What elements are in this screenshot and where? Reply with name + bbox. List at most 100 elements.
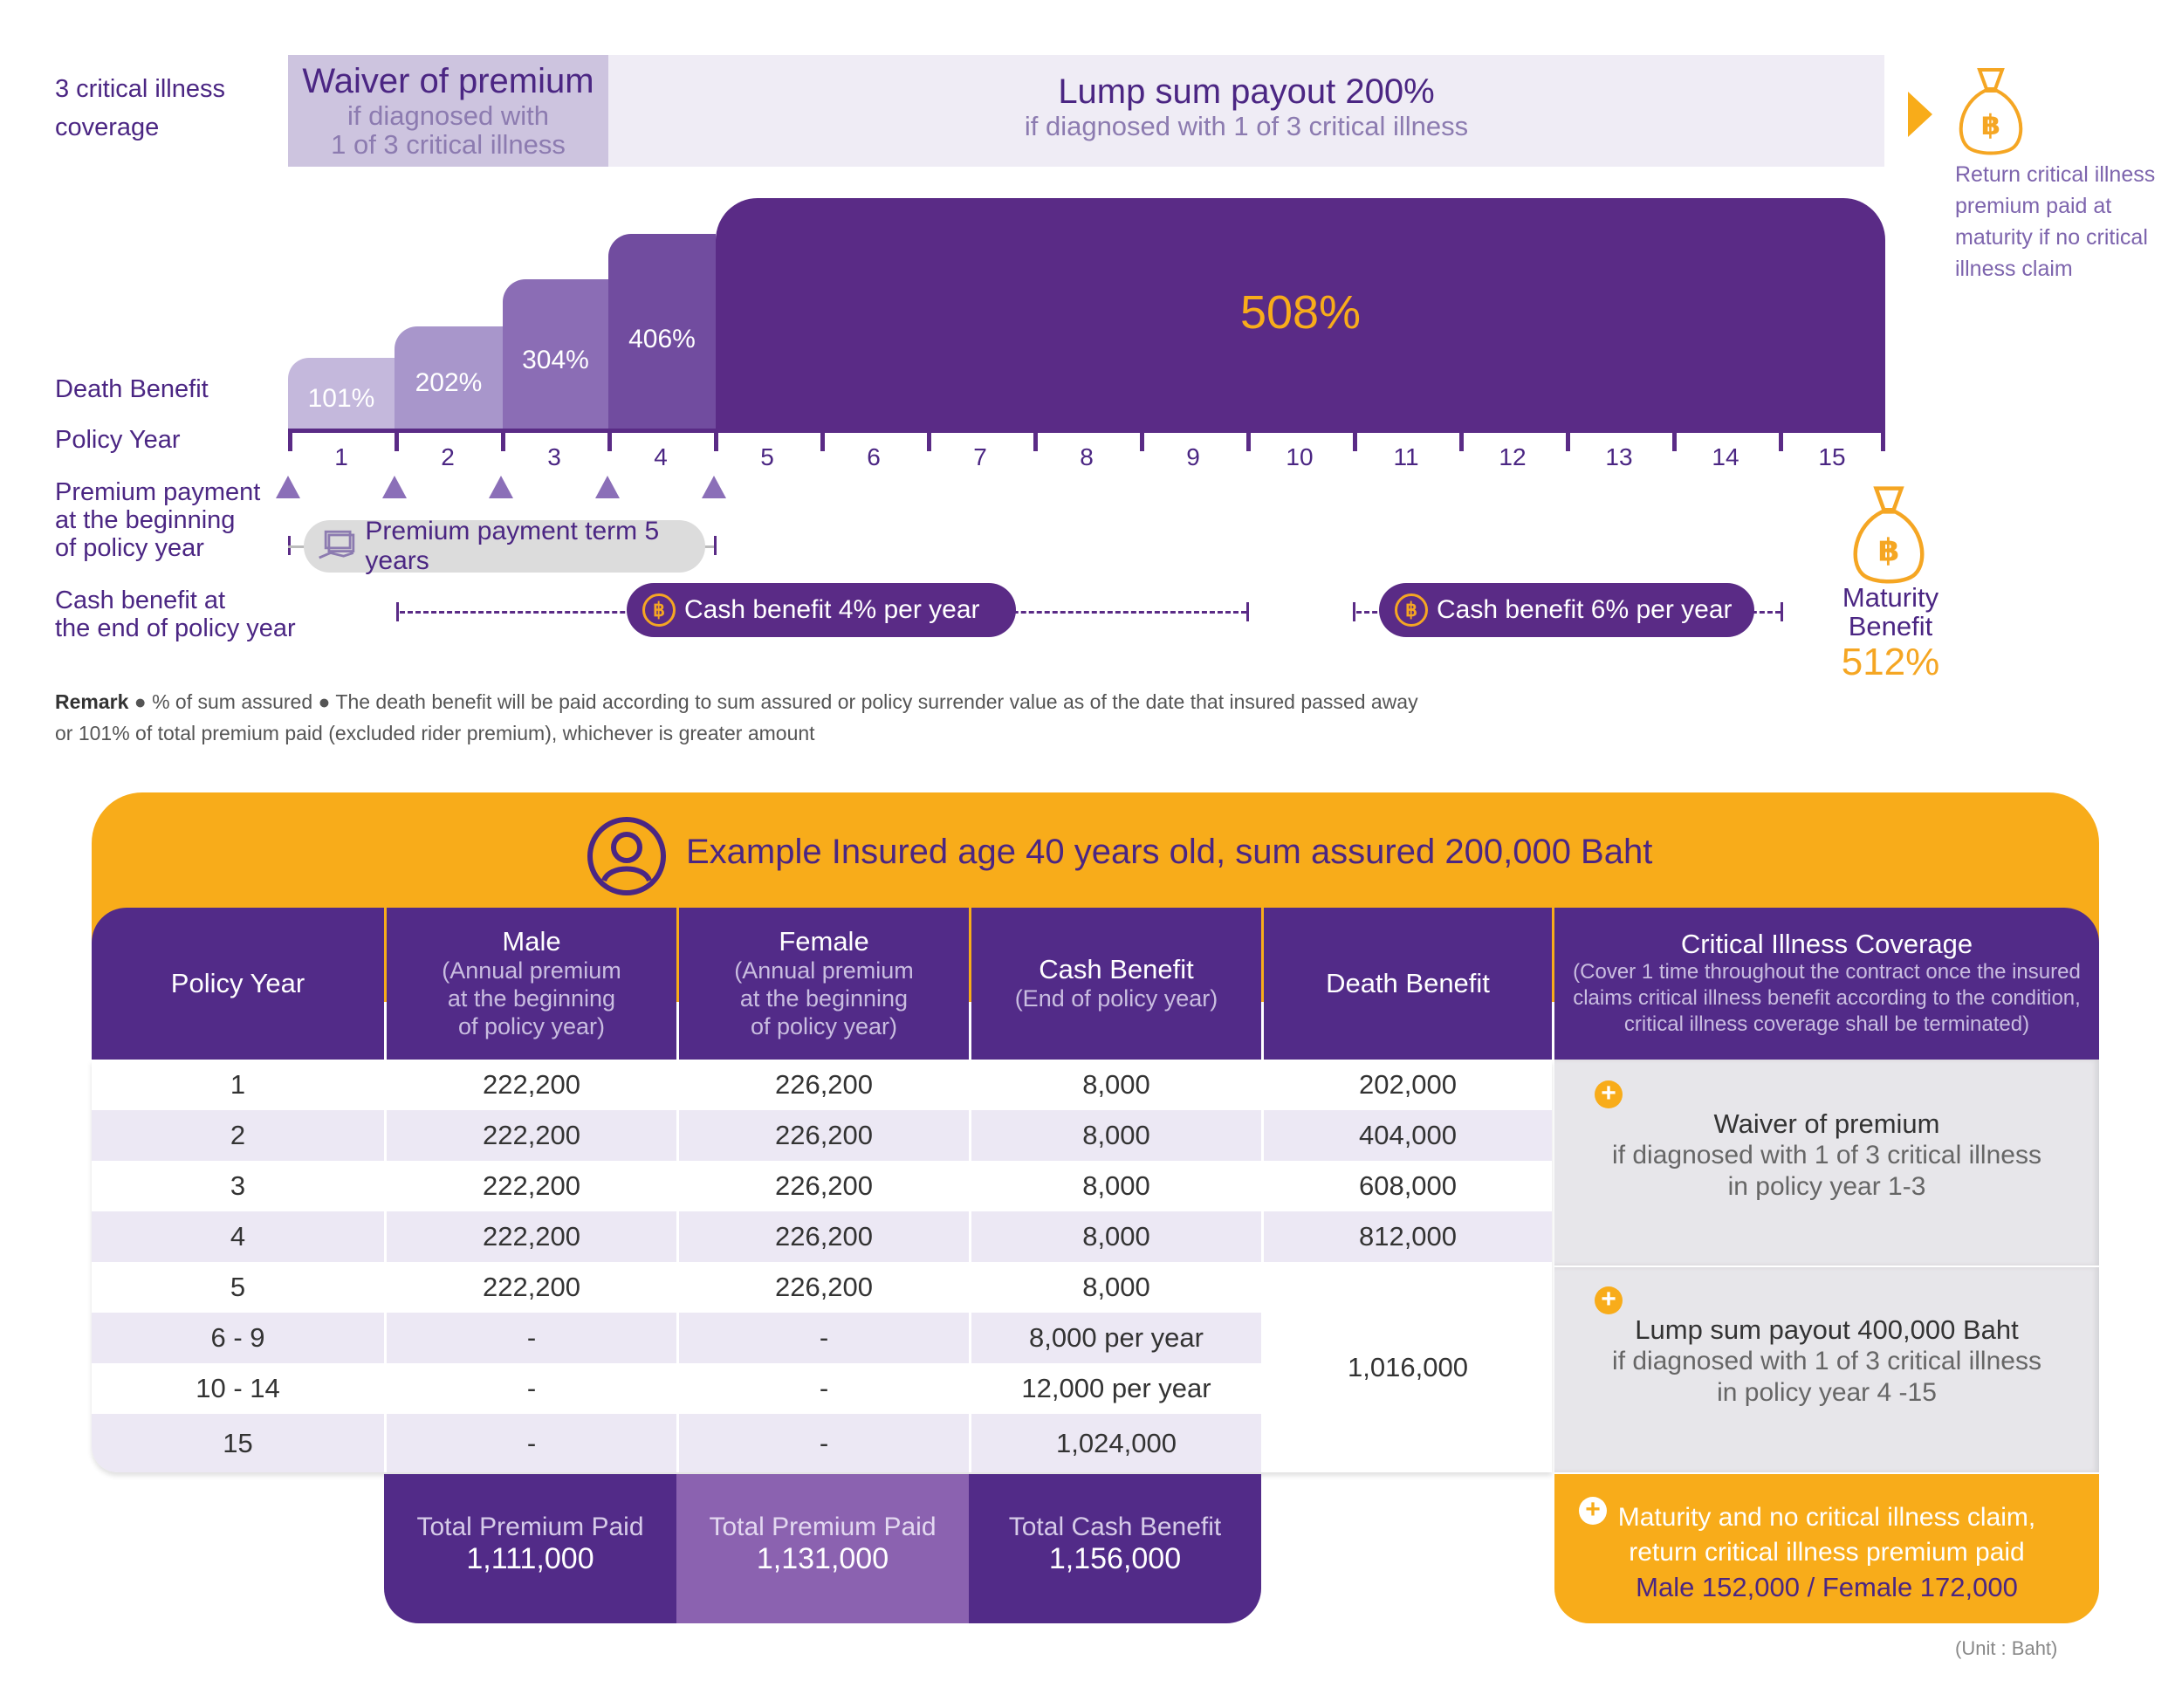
- table-cell-female: -: [819, 1373, 829, 1403]
- waiver-of-premium-band: Waiver of premium if diagnosed with 1 of…: [288, 55, 608, 167]
- premium-payment-marker: [276, 476, 300, 498]
- header-crit-text: Critical Illness Coverage: [1680, 929, 1973, 959]
- table-cell-cash: 8,000: [971, 1110, 1261, 1161]
- header-female: Female (Annual premium at the beginning …: [679, 908, 969, 1060]
- table-cell-cash: 8,000: [1082, 1069, 1150, 1100]
- premium-payment-marker: [489, 476, 513, 498]
- premium-term-pill: Premium payment term 5 years: [304, 517, 705, 575]
- axis-tick: [1140, 429, 1144, 451]
- table-cell-year: 1: [230, 1069, 246, 1100]
- table-cell-male: 222,200: [387, 1110, 676, 1161]
- axis-tick: [820, 429, 825, 451]
- policy-year-number: 5: [760, 443, 774, 470]
- table-cell-cash: 8,000: [971, 1211, 1261, 1262]
- header-critical-illness: Critical Illness Coverage (Cover 1 time …: [1554, 908, 2099, 1060]
- coverage-label: 3 critical illness coverage: [55, 70, 247, 147]
- premium-label-line: Premium payment: [55, 478, 261, 506]
- death-benefit-bar-1: 101%: [288, 358, 395, 429]
- lump-sum-band: Lump sum payout 200% if diagnosed with 1…: [608, 55, 1884, 167]
- header-male-text: Male: [502, 926, 561, 957]
- policy-year-number: 10: [1286, 443, 1314, 470]
- waiver-title: Waiver of premium: [302, 62, 594, 100]
- crit-box3-line3: Male 152,000 / Female 172,000: [1636, 1572, 2018, 1602]
- money-bag-icon: ฿: [1959, 68, 2023, 155]
- plus-icon: +: [1595, 1080, 1623, 1108]
- crit-box1-line2: in policy year 1-3: [1727, 1172, 1926, 1201]
- death-benefit-bar-3: 304%: [503, 279, 608, 429]
- header-male: Male (Annual premium at the beginning of…: [387, 908, 676, 1060]
- header-male-sub: (Annual premium: [442, 957, 621, 984]
- table-cell-male: 222,200: [482, 1272, 581, 1302]
- crit-box-waiver: + Waiver of premium if diagnosed with 1 …: [1554, 1060, 2099, 1266]
- plus-icon: +: [1579, 1497, 1607, 1525]
- remark: Remark ● % of sum assured ● The death be…: [55, 686, 1801, 749]
- axis-tick: [1881, 429, 1885, 451]
- death-benefit-label: Death Benefit: [55, 375, 209, 403]
- total-female-value: 1,131,000: [756, 1542, 889, 1575]
- header-policy-year-text: Policy Year: [170, 968, 305, 998]
- death-benefit-bar-4: 406%: [608, 234, 716, 429]
- death-benefit-bar-2: 202%: [395, 326, 503, 429]
- waiver-sub-2: 1 of 3 critical illness: [331, 129, 566, 160]
- policy-year-number: 11: [1393, 443, 1419, 470]
- axis-tick: [1246, 429, 1251, 451]
- return-note: Return critical illness premium paid at …: [1955, 159, 2155, 285]
- table-cell-male: -: [526, 1373, 537, 1403]
- cash-benefit-4-pill: ฿ Cash benefit 4% per year: [627, 583, 1016, 637]
- axis-tick: [1353, 429, 1357, 451]
- policy-year-number: 4: [654, 443, 668, 470]
- policy-year-number: 13: [1605, 443, 1633, 470]
- table-cell-female: 226,200: [774, 1272, 874, 1302]
- total-cash-label: Total Cash Benefit: [1008, 1513, 1222, 1541]
- cash-benefit-6-text: Cash benefit 6% per year: [1437, 595, 1733, 624]
- axis-tick: [501, 429, 505, 451]
- return-note-line: maturity if no critical: [1955, 225, 2148, 250]
- header-female-sub: of policy year): [750, 1013, 898, 1039]
- premium-label-line: of policy year: [55, 534, 204, 562]
- table-cell-death: 812,000: [1264, 1211, 1552, 1262]
- crit-box-maturity: + Maturity and no critical illness claim…: [1554, 1474, 2099, 1623]
- table-cell-year: 10 - 14: [196, 1373, 280, 1403]
- header-death: Death Benefit: [1264, 908, 1552, 1060]
- cash4-start-cap: [396, 602, 399, 621]
- premium-label-line: at the beginning: [55, 506, 236, 534]
- total-female-cell: Total Premium Paid 1,131,000: [676, 1474, 969, 1623]
- policy-year-number: 2: [441, 443, 455, 470]
- policy-year-number: 1: [334, 443, 348, 470]
- svg-text:฿: ฿: [1878, 532, 1900, 568]
- coverage-label-text: 3 critical illness coverage: [55, 75, 225, 141]
- policy-year-label: Policy Year: [55, 426, 181, 454]
- death-benefit-step-label: 406%: [628, 325, 696, 353]
- axis-tick: [288, 429, 292, 451]
- table-cell-year: 15: [92, 1414, 384, 1472]
- policy-year-number: 15: [1818, 443, 1846, 470]
- death-benefit-step-label: 202%: [415, 368, 483, 397]
- return-note-line: illness claim: [1955, 257, 2073, 281]
- return-note-line: premium paid at: [1955, 194, 2112, 218]
- cash-benefit-4-text: Cash benefit 4% per year: [684, 595, 980, 624]
- table-cell-year: 5: [230, 1272, 246, 1302]
- axis-tick: [927, 429, 931, 451]
- crit-box3-line2: return critical illness premium paid: [1629, 1538, 2025, 1567]
- crit-box2-title: Lump sum payout 400,000 Baht: [1635, 1314, 2019, 1345]
- maturity-label-line: Benefit: [1848, 611, 1933, 641]
- table-cell-death: 608,000: [1358, 1170, 1458, 1201]
- waiver-sub-1: if diagnosed with: [347, 100, 549, 131]
- unit-note: (Unit : Baht): [1955, 1637, 2058, 1659]
- maturity-label: Maturity Benefit 512%: [1812, 583, 1969, 684]
- axis-tick: [1672, 429, 1677, 451]
- total-male-cell: Total Premium Paid 1,111,000: [384, 1474, 676, 1623]
- death-benefit-step-label: 101%: [307, 384, 375, 413]
- table-body: 1 222,200 226,200 8,000 202,000 2 222,200 226,2…: [92, 1060, 1552, 1472]
- death-benefit-bar-5: 508%: [716, 198, 1885, 429]
- remark-text-2: or 101% of total premium paid (excluded …: [55, 722, 815, 744]
- table-cell-death: 202,000: [1358, 1069, 1458, 1100]
- premium-payment-marker: [595, 476, 620, 498]
- header-cash-text: Cash Benefit: [1039, 954, 1194, 984]
- table-cell-year: 4: [92, 1211, 384, 1262]
- table-cell-female: 226,200: [679, 1211, 969, 1262]
- maturity-money-bag-icon: ฿: [1853, 486, 1925, 584]
- svg-text:฿: ฿: [1981, 108, 2000, 141]
- policy-year-number: 12: [1499, 443, 1527, 470]
- cash-label-line: Cash benefit at: [55, 586, 226, 614]
